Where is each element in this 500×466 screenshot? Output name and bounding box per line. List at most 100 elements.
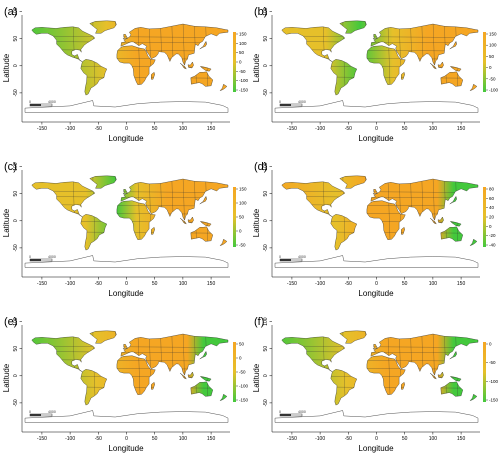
y-tick-label: 0: [263, 64, 269, 67]
colorbar-tick-label: -100: [239, 78, 249, 83]
x-tick-label: -100: [65, 281, 75, 287]
x-tick-label: 0: [375, 126, 378, 132]
landmass-nz: [219, 238, 228, 246]
x-tick-label: -100: [65, 436, 75, 442]
scale-bar: 0 4000: [29, 410, 56, 417]
scale-bar: 0 4000: [29, 100, 56, 107]
scale-bar: 0 4000: [29, 255, 56, 262]
land-masses: [24, 175, 229, 268]
landmass-eurasia: [370, 23, 479, 66]
map-svg: (e) 0 4000 -150 -100 -50 0 50 100 150 100 50 0 -5…: [2, 316, 249, 453]
colorbar-ticks: 0 -50 -100 -150: [486, 342, 499, 403]
landmass-africa: [116, 355, 156, 395]
y-tick-label: 0: [263, 219, 269, 222]
x-tick-label: -100: [315, 281, 325, 287]
y-tick-label: 50: [13, 346, 19, 352]
x-tick-label: 50: [152, 126, 158, 132]
colorbar-tick-label: -50: [489, 360, 496, 365]
landmass-madagascar: [401, 71, 405, 80]
x-tick-label: 100: [429, 281, 438, 287]
landmass-uk: [372, 189, 378, 194]
landmass-uk: [122, 344, 128, 349]
landmass-nz: [469, 238, 478, 246]
landmass-africa: [366, 200, 406, 240]
landmass-greenland: [89, 175, 117, 189]
landmass-northAmerica: [31, 26, 96, 62]
landmass-nz: [469, 393, 478, 401]
landmass-madagascar: [401, 226, 405, 235]
land-masses: [24, 20, 229, 113]
scale-bar: 0 4000: [279, 255, 306, 262]
x-axis-label: Longitude: [108, 134, 144, 143]
map-svg: (b) 0 4000 -150 -100 -50 0 50 100 150 100 50 0 -5…: [252, 6, 499, 143]
landmass-australia: [190, 71, 213, 87]
y-tick-label: -50: [13, 244, 19, 251]
x-tick-label: 150: [457, 126, 466, 132]
x-tick-label: 0: [125, 126, 128, 132]
scale-bar: 0 4000: [279, 410, 306, 417]
colorbar-tick-label: 100: [239, 201, 247, 206]
landmass-eurasia: [370, 178, 479, 221]
colorbar: 80 60 40 20 0 -20 -40: [483, 187, 496, 248]
y-axis-ticks: 100 50 0 -50: [263, 162, 272, 252]
landmass-greenland: [339, 330, 367, 344]
y-axis-label: Latitude: [2, 53, 11, 82]
landmass-uk: [372, 34, 378, 39]
colorbar-tick-label: 80: [489, 187, 495, 192]
x-tick-label: 150: [457, 436, 466, 442]
landmass-uk: [122, 34, 128, 39]
scale-label-left: 0: [29, 100, 31, 104]
scale-label-left: 0: [29, 255, 31, 259]
land-masses: [274, 330, 479, 423]
x-tick-label: 50: [402, 281, 408, 287]
x-tick-label: -100: [65, 126, 75, 132]
y-tick-label: 50: [13, 36, 19, 42]
landmass-antarctica: [274, 410, 479, 423]
x-tick-label: -150: [37, 126, 47, 132]
map-panel-6: (f) 0 4000 -150 -100 -50 0 50 100 150 100 50 0 -5…: [250, 310, 500, 465]
landmass-madagascar: [151, 71, 155, 80]
landmass-newGuinea: [199, 376, 212, 382]
map-panel-4: (d) 0 4000 -150 -100 -50 0 50 100 150 100 50 0 -5…: [250, 155, 500, 310]
landmass-northAmerica: [281, 181, 346, 217]
landmass-greenland: [89, 20, 117, 34]
landmass-borneo: [187, 61, 194, 69]
x-axis-label: Longitude: [108, 444, 144, 453]
landmass-africa: [366, 45, 406, 85]
landmass-eurasia: [370, 333, 479, 376]
y-tick-label: 50: [263, 36, 269, 42]
x-tick-label: -50: [345, 436, 352, 442]
y-tick-label: 50: [263, 191, 269, 197]
x-tick-label: -100: [315, 436, 325, 442]
colorbar-tick-label: -150: [239, 88, 249, 93]
landmass-australia: [190, 226, 213, 242]
map-panel-1: (a) 0 4000 -150 -100 -50 0 50 100 150 100 50 0 -5…: [0, 0, 250, 155]
landmass-madagascar: [401, 381, 405, 390]
y-axis-label: Latitude: [2, 208, 11, 237]
axes: -150 -100 -50 0 50 100 150 100 50 0 -50 Longitude…: [2, 162, 230, 298]
colorbar-ticks: 50 0 -50 -100 -150: [236, 342, 249, 403]
colorbar-tick-label: -50: [239, 370, 246, 375]
landmass-uk: [372, 344, 378, 349]
land-masses: [24, 330, 229, 423]
colorbar-tick-label: -150: [489, 398, 499, 403]
landmass-northAmerica: [31, 336, 96, 372]
landmass-borneo: [437, 371, 444, 379]
colorbar-tick-label: -100: [239, 384, 249, 389]
y-axis-ticks: 100 50 0 -50: [263, 7, 272, 97]
landmass-africa: [116, 200, 156, 240]
x-tick-label: 50: [402, 436, 408, 442]
x-tick-label: -150: [37, 281, 47, 287]
y-tick-label: 0: [13, 374, 19, 377]
scale-label-right: 4000: [48, 410, 56, 414]
colorbar-tick-label: 40: [489, 205, 495, 210]
colorbar-tick-label: 0: [239, 60, 242, 65]
axes: -150 -100 -50 0 50 100 150 100 50 0 -50 Longitude…: [2, 7, 230, 143]
landmass-sumatra: [179, 217, 187, 225]
colorbar: 150 100 50 0 -50 -100 -150: [233, 32, 249, 93]
landmass-newGuinea: [449, 221, 462, 227]
y-tick-label: -50: [263, 89, 269, 96]
y-tick-label: 100: [263, 7, 269, 16]
y-tick-label: 100: [263, 317, 269, 326]
scale-label-left: 0: [279, 100, 281, 104]
